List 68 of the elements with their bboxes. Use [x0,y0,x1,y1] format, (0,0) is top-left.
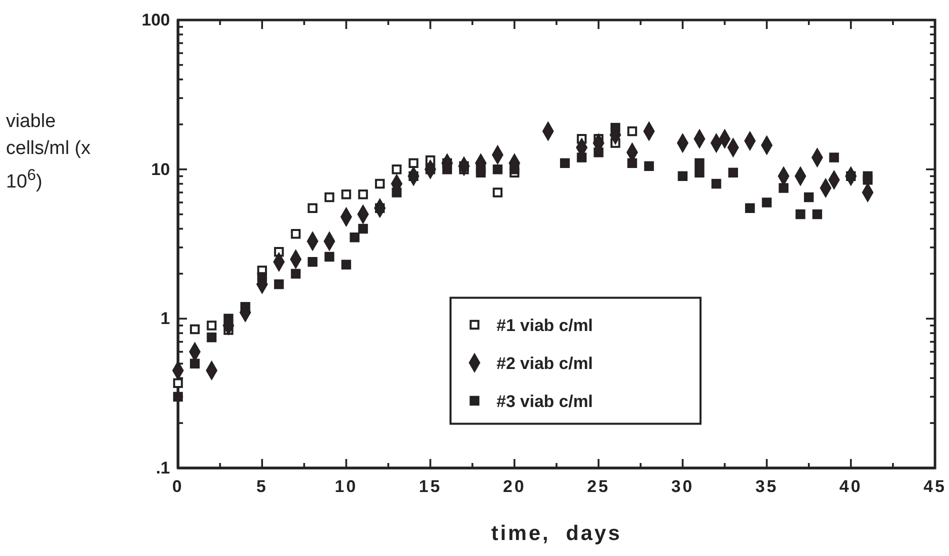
y-tick-label: 10 [151,160,170,179]
legend-label: #3 viab c/ml [496,392,593,411]
x-tick-label: 40 [839,477,862,496]
x-tick-label: 30 [671,477,694,496]
point [678,171,688,182]
point [442,164,452,174]
legend-label: #2 viab c/ml [496,354,593,373]
x-tick-label: 15 [418,477,442,496]
point [308,257,318,267]
point [392,188,402,198]
x-tick-label: 35 [755,477,778,496]
point [290,228,301,239]
point [173,392,183,402]
point [257,272,267,282]
point [492,188,502,198]
x-tick-label: 5 [256,477,268,496]
x-tick-label: 10 [334,477,358,496]
point [224,314,234,324]
point [762,198,772,208]
point [206,320,217,330]
point [796,209,806,220]
point [358,224,368,234]
x-tick-label: 25 [587,477,610,496]
point [206,332,217,342]
x-axis-title: time, days [491,522,622,545]
point [812,209,822,220]
y-tick-label: 100 [142,10,170,30]
point [644,161,654,172]
point [290,268,301,279]
point [711,178,722,189]
point [560,158,570,168]
point [190,358,200,368]
y-tick-label: 1 [160,309,170,328]
x-tick-label: 0 [172,477,184,496]
point [694,158,704,168]
point [341,260,352,270]
point [374,178,385,189]
x-tick-label: 20 [502,477,526,496]
point [627,126,638,136]
point [745,203,755,213]
point [829,152,839,162]
point [476,168,486,178]
point [804,192,814,202]
point [627,158,638,168]
point [576,152,587,162]
point [728,168,738,178]
point [862,171,873,182]
point [492,164,502,174]
legend-label: #1 viab c/ml [496,316,593,335]
point [341,189,352,200]
point [173,378,183,388]
point [594,147,604,158]
point [324,252,334,262]
x-tick-label: 45 [924,477,946,496]
point [408,158,418,168]
y-axis-title: viable cells/ml (x 10$^{6}$) [6,110,92,194]
point [358,189,368,200]
point [350,232,360,242]
point [610,122,620,133]
point [308,203,318,213]
point [190,324,200,334]
point [778,183,788,193]
point [510,164,520,174]
point [694,168,704,178]
y-tick-label: .1 [156,458,170,478]
point [324,192,334,202]
point [392,164,402,174]
point [274,279,284,290]
